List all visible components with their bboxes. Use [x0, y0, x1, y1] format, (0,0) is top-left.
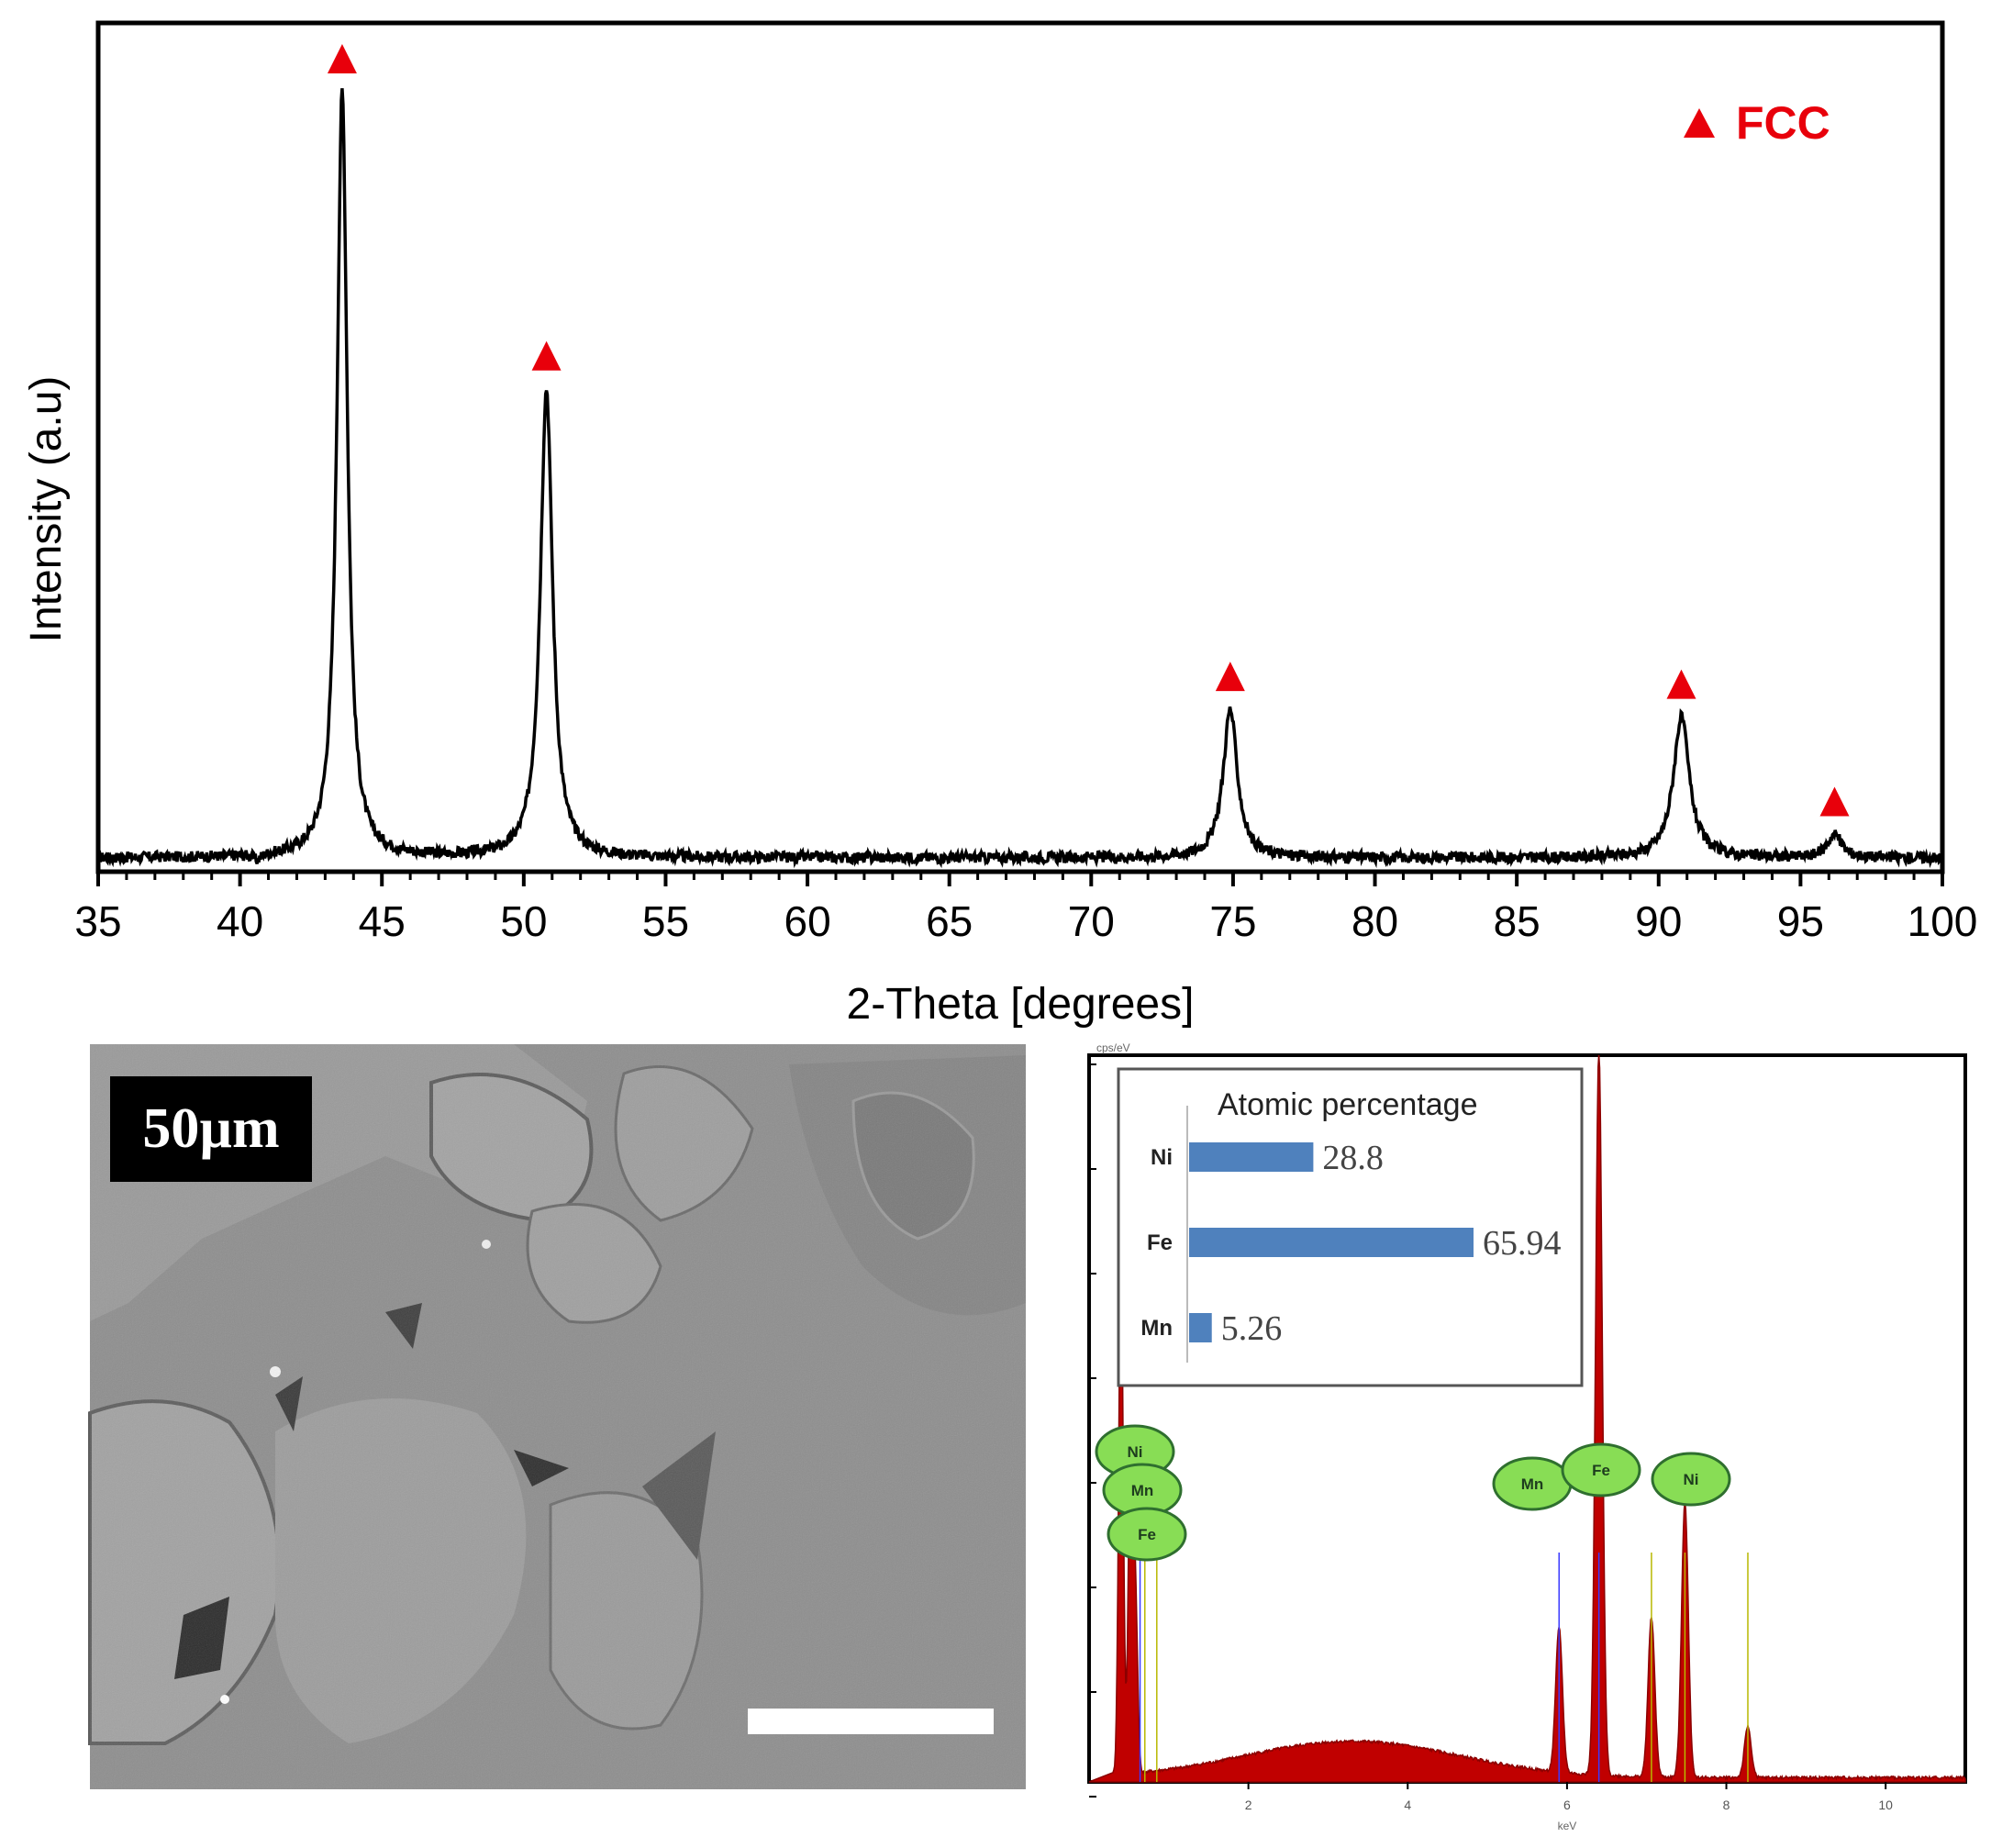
element-label-text: Ni: [1684, 1471, 1699, 1488]
xrd-y-axis-label: Intensity (a.u): [22, 376, 71, 643]
inset-value-label: 28.8: [1322, 1139, 1384, 1177]
xrd-plot-frame: [95, 20, 1945, 874]
xrd-x-tick-label: 75: [1209, 897, 1256, 945]
xrd-x-tick-label: 65: [926, 897, 973, 945]
inset-value-label: 5.26: [1221, 1309, 1283, 1348]
xrd-chart: 35 40 45 50 55 60 65 70 75 80 85 90 95 100 2-Theta [de…: [22, 20, 1978, 1028]
fcc-legend-label: FCC: [1736, 97, 1830, 149]
xrd-pattern-line: [97, 88, 1943, 869]
xrd-x-tick-label: 80: [1351, 897, 1398, 945]
xrd-x-tick-label: 60: [784, 897, 830, 945]
eds-x-tick-label: 6: [1563, 1798, 1571, 1812]
xrd-x-tick-label: 50: [500, 897, 547, 945]
inset-bar: [1189, 1228, 1474, 1257]
xrd-x-tick-label: 70: [1068, 897, 1115, 945]
inset-bar: [1189, 1313, 1212, 1342]
scale-bar: [748, 1709, 994, 1734]
inset-category-label: Ni: [1151, 1145, 1173, 1170]
inset-value-label: 65.94: [1483, 1224, 1562, 1263]
element-label-text: Mn: [1131, 1482, 1154, 1499]
inset-bar: [1189, 1142, 1314, 1172]
fcc-peak-marker: [1819, 786, 1850, 817]
eds-y-axis-label: cps/eV: [1096, 1041, 1130, 1054]
element-label-text: Fe: [1138, 1526, 1156, 1543]
eds-x-tick-label: 8: [1723, 1798, 1730, 1812]
element-label-bubble: [1651, 1452, 1731, 1507]
element-label-bubble: [1107, 1507, 1187, 1562]
eds-x-tick-label: 10: [1878, 1798, 1893, 1812]
xrd-x-tick-label: 90: [1635, 897, 1682, 945]
sem-image: [88, 1044, 1026, 1789]
fcc-peak-marker: [327, 44, 357, 73]
inset-category-label: Fe: [1147, 1230, 1173, 1255]
eds-spectrum-area: [1088, 1054, 1966, 1783]
inset-title: Atomic percentage: [1218, 1087, 1478, 1122]
eds-x-axis-label: keV: [1558, 1820, 1577, 1832]
element-label-text: Mn: [1521, 1475, 1544, 1493]
fcc-peak-marker: [1666, 669, 1696, 699]
xrd-x-tick-label: 95: [1777, 897, 1824, 945]
fcc-peak-marker: [1215, 662, 1245, 692]
xrd-x-tick-label: 45: [359, 897, 406, 945]
fcc-peak-marker: [531, 340, 562, 371]
scale-bar-label: 50µm: [110, 1076, 312, 1182]
xrd-x-tick-label: 85: [1494, 897, 1541, 945]
eds-x-tick-label: 4: [1404, 1798, 1411, 1812]
element-label-text: Fe: [1592, 1462, 1610, 1479]
xrd-x-tick-label: 35: [74, 897, 121, 945]
eds-x-tick-label: 2: [1245, 1798, 1252, 1812]
fcc-legend-marker: [1684, 108, 1715, 138]
element-label-bubble: [1561, 1442, 1641, 1497]
xrd-x-tick-label: 40: [217, 897, 263, 945]
xrd-x-tick-label: 100: [1908, 897, 1978, 945]
xrd-x-axis-label: 2-Theta [degrees]: [847, 980, 1195, 1028]
element-label-text: Ni: [1128, 1443, 1143, 1461]
xrd-x-tick-label: 55: [642, 897, 689, 945]
inset-category-label: Mn: [1140, 1316, 1173, 1341]
